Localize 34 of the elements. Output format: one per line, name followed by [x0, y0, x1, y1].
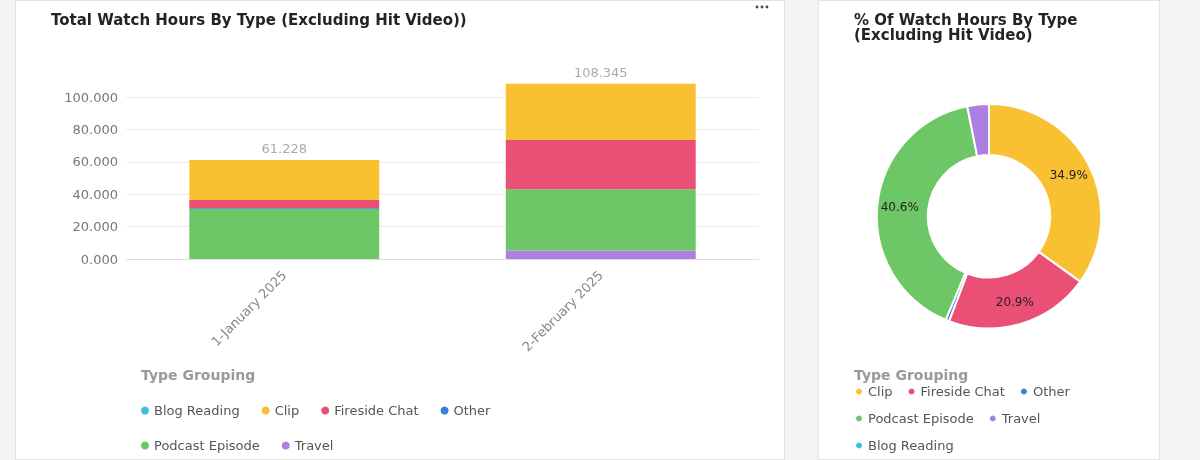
bar — [189, 208, 380, 259]
legend-label: Podcast Episode — [868, 411, 974, 426]
legend-label: Fireside Chat — [920, 384, 1005, 399]
total-label: 108.345 — [573, 64, 628, 80]
chart-title: Total Watch Hours By Type (Excluding Hit Video)) — [51, 10, 467, 29]
legend-label: Podcast Episode — [154, 438, 260, 453]
bar — [505, 250, 696, 259]
legend-label: Travel — [1000, 411, 1041, 426]
data-label: 34.9% — [1049, 168, 1088, 183]
legend-label: Other — [1032, 384, 1071, 399]
legend-title: Type Grouping — [141, 367, 256, 383]
bar — [505, 140, 696, 190]
legend-label: Clip — [868, 384, 893, 399]
y-tick-label: 100.000 — [64, 89, 118, 105]
legend-label: Blog Reading — [154, 403, 240, 418]
data-label: 40.6% — [880, 200, 919, 215]
legend-title: Type Grouping — [854, 367, 969, 383]
legend-label: Travel — [293, 438, 334, 453]
y-tick-label: 0.000 — [80, 251, 118, 267]
y-tick-label: 20.000 — [72, 219, 118, 235]
legend-label: Other — [453, 403, 492, 418]
data-label: 20.9% — [995, 295, 1034, 310]
legend-label: Fireside Chat — [334, 403, 419, 418]
y-tick-label: 40.000 — [72, 186, 118, 202]
bar — [505, 83, 696, 141]
bar — [189, 159, 380, 200]
total-label: 61.228 — [261, 140, 307, 156]
bar — [189, 199, 380, 209]
legend-label: Clip — [274, 403, 300, 418]
bar — [505, 189, 696, 251]
chart-title: % Of Watch Hours By Type (Excluding Hit Video) — [854, 10, 1083, 44]
y-tick-label: 80.000 — [72, 122, 118, 138]
y-tick-label: 60.000 — [72, 154, 118, 170]
legend-label: Blog Reading — [868, 438, 954, 453]
